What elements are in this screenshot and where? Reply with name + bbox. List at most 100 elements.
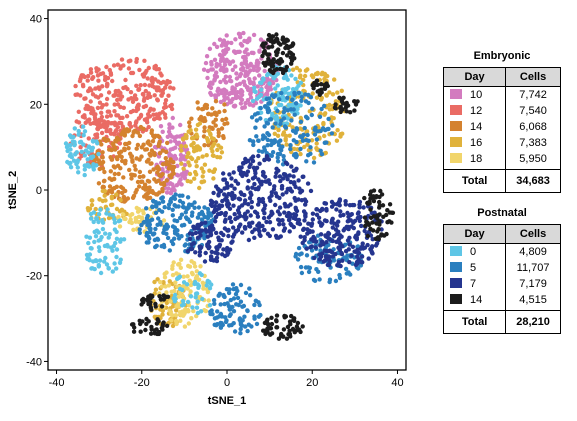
- data-point: [168, 157, 173, 162]
- data-point: [120, 190, 125, 196]
- data-point: [224, 67, 229, 72]
- data-point: [247, 101, 252, 106]
- data-point: [127, 167, 132, 173]
- legend-table-embryonic: Day Cells 10 7,742 12 7,540 14 6,068 16 7,383 18 5,…: [442, 67, 561, 193]
- axis-ticks: -40 -20 0 20 40 40 20 0 -20 -40: [26, 14, 404, 389]
- data-point: [250, 185, 255, 190]
- data-point: [88, 99, 93, 104]
- y-tick-label: 20: [30, 99, 42, 111]
- data-point: [206, 239, 212, 245]
- data-point: [112, 171, 118, 177]
- data-point: [213, 250, 218, 255]
- data-point: [141, 98, 147, 103]
- data-point: [198, 233, 203, 238]
- data-point: [279, 186, 285, 191]
- data-point: [330, 225, 335, 230]
- data-point: [225, 249, 230, 254]
- data-point: [329, 218, 335, 223]
- data-point: [131, 227, 136, 232]
- data-point: [115, 113, 121, 118]
- data-point: [110, 141, 116, 146]
- data-point: [208, 254, 214, 259]
- data-point: [196, 285, 201, 290]
- data-point: [247, 286, 252, 291]
- data-point: [270, 227, 276, 232]
- data-point: [325, 257, 331, 262]
- data-point: [210, 106, 215, 111]
- data-point: [249, 324, 254, 329]
- data-point: [317, 277, 322, 282]
- data-point: [105, 207, 110, 212]
- data-point: [317, 220, 322, 225]
- data-point: [257, 73, 262, 78]
- data-point: [213, 117, 218, 122]
- data-point: [294, 139, 299, 145]
- data-point: [114, 247, 120, 252]
- data-point: [319, 82, 324, 87]
- data-point: [214, 70, 219, 75]
- data-point: [201, 286, 206, 291]
- data-point: [94, 132, 100, 137]
- data-point: [224, 198, 230, 203]
- data-point: [156, 216, 161, 221]
- data-point: [195, 310, 201, 316]
- data-point: [267, 81, 272, 86]
- data-point: [152, 93, 157, 98]
- data-point: [129, 154, 134, 160]
- data-point: [90, 76, 95, 82]
- data-point: [275, 108, 280, 114]
- legend-cell-count: 7,742: [505, 86, 561, 103]
- data-point: [377, 222, 382, 227]
- data-point: [298, 264, 304, 270]
- data-point: [258, 181, 264, 186]
- data-point: [359, 223, 364, 229]
- data-point: [158, 219, 163, 225]
- data-point: [116, 137, 122, 142]
- data-point: [111, 244, 117, 249]
- data-point: [318, 128, 323, 134]
- data-point: [95, 73, 101, 78]
- data-point: [110, 248, 115, 253]
- data-point: [286, 68, 292, 73]
- x-tick-label: -40: [49, 377, 65, 389]
- data-point: [254, 321, 260, 327]
- data-point: [110, 213, 116, 218]
- data-point: [338, 263, 343, 269]
- data-point: [183, 309, 188, 314]
- data-point: [275, 37, 280, 43]
- data-point: [82, 167, 88, 172]
- data-point: [153, 304, 158, 309]
- data-point: [222, 102, 227, 107]
- data-point: [276, 127, 281, 133]
- data-point: [234, 82, 240, 88]
- legend-day: 7: [442, 276, 507, 292]
- data-point: [155, 277, 160, 282]
- data-point: [213, 214, 219, 220]
- data-point: [215, 154, 220, 160]
- y-tick-label: 0: [36, 185, 42, 197]
- data-point: [270, 125, 275, 130]
- data-point: [136, 219, 142, 225]
- data-point: [186, 151, 191, 156]
- data-point: [188, 294, 194, 299]
- data-point: [146, 240, 151, 245]
- data-point: [109, 190, 115, 195]
- data-point: [293, 76, 298, 82]
- data-point: [322, 103, 327, 109]
- data-point: [263, 104, 268, 109]
- data-point: [160, 129, 165, 134]
- data-point: [209, 218, 214, 224]
- data-point: [153, 210, 159, 215]
- data-point: [261, 76, 266, 81]
- data-point: [216, 133, 221, 139]
- data-point: [163, 284, 168, 289]
- data-point: [114, 236, 120, 241]
- data-point: [93, 206, 98, 212]
- data-point: [161, 218, 167, 223]
- data-point: [308, 245, 313, 250]
- data-point: [165, 140, 170, 146]
- data-point: [202, 116, 207, 121]
- data-point: [212, 93, 218, 98]
- data-point: [114, 128, 119, 133]
- data-point: [252, 85, 257, 91]
